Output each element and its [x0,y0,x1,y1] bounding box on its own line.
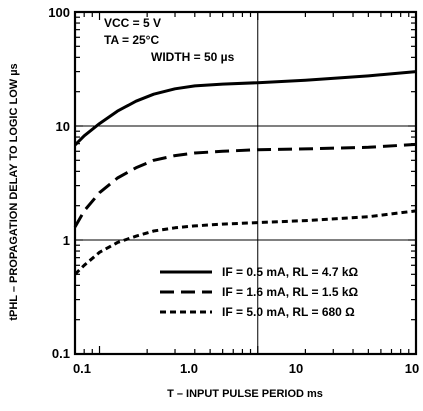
x-tick-label: 0.1 [73,361,91,376]
x-tick-label: 10 [289,361,303,376]
x-tick-labels: 0.1 1.0 10 10 [73,361,419,376]
plot-frame [73,10,418,356]
legend-label: IF = 0.5 mA, RL = 4.7 kΩ [222,265,359,279]
series-line-2 [73,142,417,228]
y-tick-label: 10 [56,119,70,134]
x-tick-label: 1.0 [180,361,198,376]
y-tick-label: 100 [48,5,70,20]
condition-vcc: VCC = 5 V [104,16,161,30]
condition-width: WIDTH = 50 µs [151,50,235,64]
condition-ta: TA = 25°C [104,33,159,47]
grid [75,12,416,354]
y-tick-label: 1 [63,233,70,248]
y-tick-labels: 100 10 1 0.1 [48,5,70,361]
y-tick-label: 0.1 [52,346,70,361]
x-axis-label: T – INPUT PULSE PERIOD ms [167,388,323,400]
legend-label: IF = 1.6 mA, RL = 1.5 kΩ [222,285,359,299]
series-line-1 [73,70,417,147]
legend-label: IF = 5.0 mA, RL = 680 Ω [222,305,355,319]
series-line-3 [73,209,417,276]
y-axis-label: tPHL – PROPAGATION DELAY TO LOGIC LOW µs [8,63,20,320]
legend: IF = 0.5 mA, RL = 4.7 kΩ IF = 1.6 mA, RL… [160,265,359,319]
x-tick-label: 10 [405,361,419,376]
plot-area [75,12,416,354]
test-conditions: VCC = 5 V TA = 25°C WIDTH = 50 µs [104,16,235,64]
series-layer [73,70,417,276]
